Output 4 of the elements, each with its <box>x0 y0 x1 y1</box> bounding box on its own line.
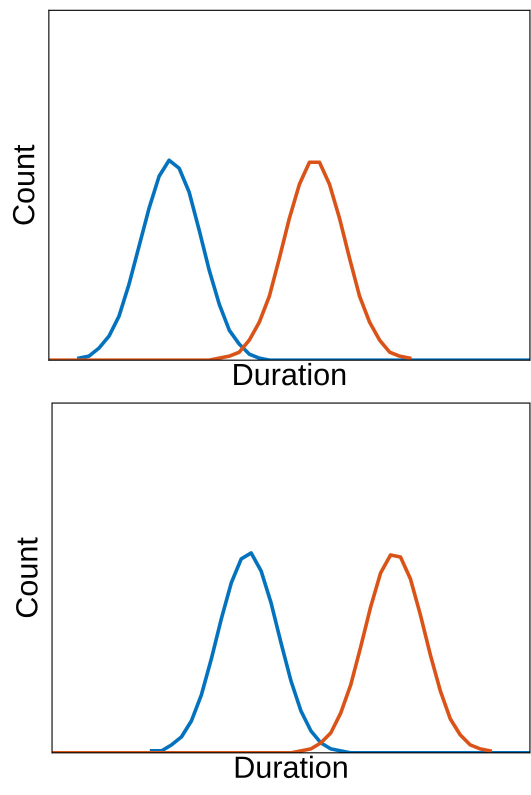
y-axis-title: Count <box>12 144 34 224</box>
x-axis-title: Duration <box>234 362 346 386</box>
y-axis-title: Count <box>16 537 38 618</box>
x-axis-title: Duration <box>236 756 347 778</box>
